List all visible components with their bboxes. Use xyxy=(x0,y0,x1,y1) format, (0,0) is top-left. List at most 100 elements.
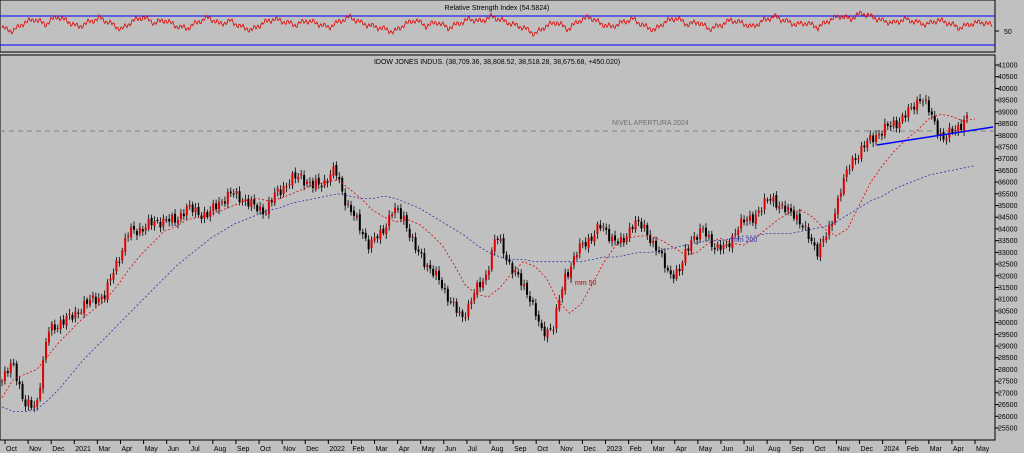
y-tick-label: 27000 xyxy=(998,390,1018,397)
candle-body xyxy=(449,301,452,303)
candle-body xyxy=(734,233,737,235)
candle-body xyxy=(411,236,414,238)
candle-body xyxy=(631,226,634,230)
candle-body xyxy=(426,265,429,268)
candle-body xyxy=(646,224,649,236)
candle-body xyxy=(191,204,194,213)
candle-body xyxy=(394,207,397,214)
candle-body xyxy=(414,237,417,251)
y-tick-label: 36000 xyxy=(998,180,1018,187)
candle-body xyxy=(924,99,927,101)
candle-body xyxy=(558,299,561,310)
candle-body xyxy=(728,243,731,248)
candle-body xyxy=(792,210,795,219)
candle-body xyxy=(215,203,218,210)
candle-body xyxy=(493,239,496,252)
candle-body xyxy=(241,200,244,202)
candle-body xyxy=(502,237,505,254)
candle-body xyxy=(784,205,787,212)
y-tick-label: 35000 xyxy=(998,203,1018,210)
candle-body xyxy=(438,270,441,281)
candle-body xyxy=(798,213,801,225)
x-tick-label: Nov xyxy=(29,446,42,453)
candle-body xyxy=(866,140,869,148)
price-title: IDOW JONES INDUS. (38,709.36, 38,808.52,… xyxy=(374,59,620,66)
y-tick-label: 34500 xyxy=(998,215,1018,222)
candle-body xyxy=(933,115,936,122)
candle-body xyxy=(358,214,361,231)
candle-body xyxy=(306,181,309,185)
candle-body xyxy=(540,322,543,328)
candle-body xyxy=(159,221,162,228)
candle-body xyxy=(526,282,529,295)
candle-body xyxy=(652,240,655,244)
candle-body xyxy=(262,207,265,215)
y-tick-label: 38500 xyxy=(998,121,1018,128)
candle-body xyxy=(660,251,663,254)
candle-body xyxy=(21,383,24,400)
candle-body xyxy=(487,270,490,276)
candle-body xyxy=(6,371,9,374)
candle-body xyxy=(100,296,103,300)
candle-body xyxy=(499,238,502,241)
candle-body xyxy=(212,203,215,212)
x-tick-label: Oct xyxy=(814,446,825,453)
x-tick-label: May xyxy=(976,446,990,453)
candle-body xyxy=(546,329,549,338)
candle-body xyxy=(317,177,320,185)
x-tick-label: Jul xyxy=(468,446,477,453)
candle-body xyxy=(458,311,461,314)
x-tick-label: Nov xyxy=(837,446,850,453)
candle-body xyxy=(77,312,80,314)
candle-body xyxy=(276,188,279,192)
candle-body xyxy=(564,273,567,291)
y-tick-label: 31500 xyxy=(998,285,1018,292)
candle-body xyxy=(807,227,810,239)
candle-body xyxy=(828,225,831,236)
candle-body xyxy=(901,115,904,122)
price-panel-border xyxy=(0,54,996,441)
candle-body xyxy=(740,218,743,229)
candle-body xyxy=(658,250,661,252)
candle-body xyxy=(44,341,47,359)
candle-body xyxy=(719,244,722,251)
candle-body xyxy=(616,241,619,244)
candle-body xyxy=(121,250,124,261)
candle-body xyxy=(696,237,699,240)
candle-body xyxy=(634,220,637,230)
candle-body xyxy=(684,248,687,263)
candle-body xyxy=(801,225,804,228)
candle-body xyxy=(83,300,86,314)
candle-body xyxy=(3,371,6,382)
candle-body xyxy=(910,107,913,109)
candle-body xyxy=(179,212,182,220)
candle-body xyxy=(593,235,596,243)
candle-body xyxy=(886,123,889,126)
candle-body xyxy=(561,289,564,299)
candle-body xyxy=(171,214,174,223)
candle-body xyxy=(33,405,36,408)
candle-body xyxy=(913,106,916,110)
candle-body xyxy=(737,229,740,235)
candle-body xyxy=(443,288,446,290)
candles xyxy=(1,94,968,413)
candle-body xyxy=(587,237,590,248)
candle-body xyxy=(300,173,303,176)
x-tick-label: Jul xyxy=(745,446,754,453)
candle-body xyxy=(12,363,15,365)
y-tick-label: 25500 xyxy=(998,426,1018,433)
y-tick-label: 29000 xyxy=(998,344,1018,351)
candle-body xyxy=(440,279,443,289)
candle-body xyxy=(666,267,669,271)
x-tick-label: Dec xyxy=(861,446,874,453)
x-tick-label: Feb xyxy=(352,446,364,453)
candle-body xyxy=(904,115,907,118)
candle-body xyxy=(109,278,112,281)
candle-body xyxy=(514,271,517,273)
candle-body xyxy=(432,268,435,276)
x-tick-label: 2022 xyxy=(329,446,345,453)
candle-body xyxy=(860,145,863,159)
candle-body xyxy=(15,363,18,382)
candle-body xyxy=(822,238,825,243)
candle-body xyxy=(417,249,420,252)
